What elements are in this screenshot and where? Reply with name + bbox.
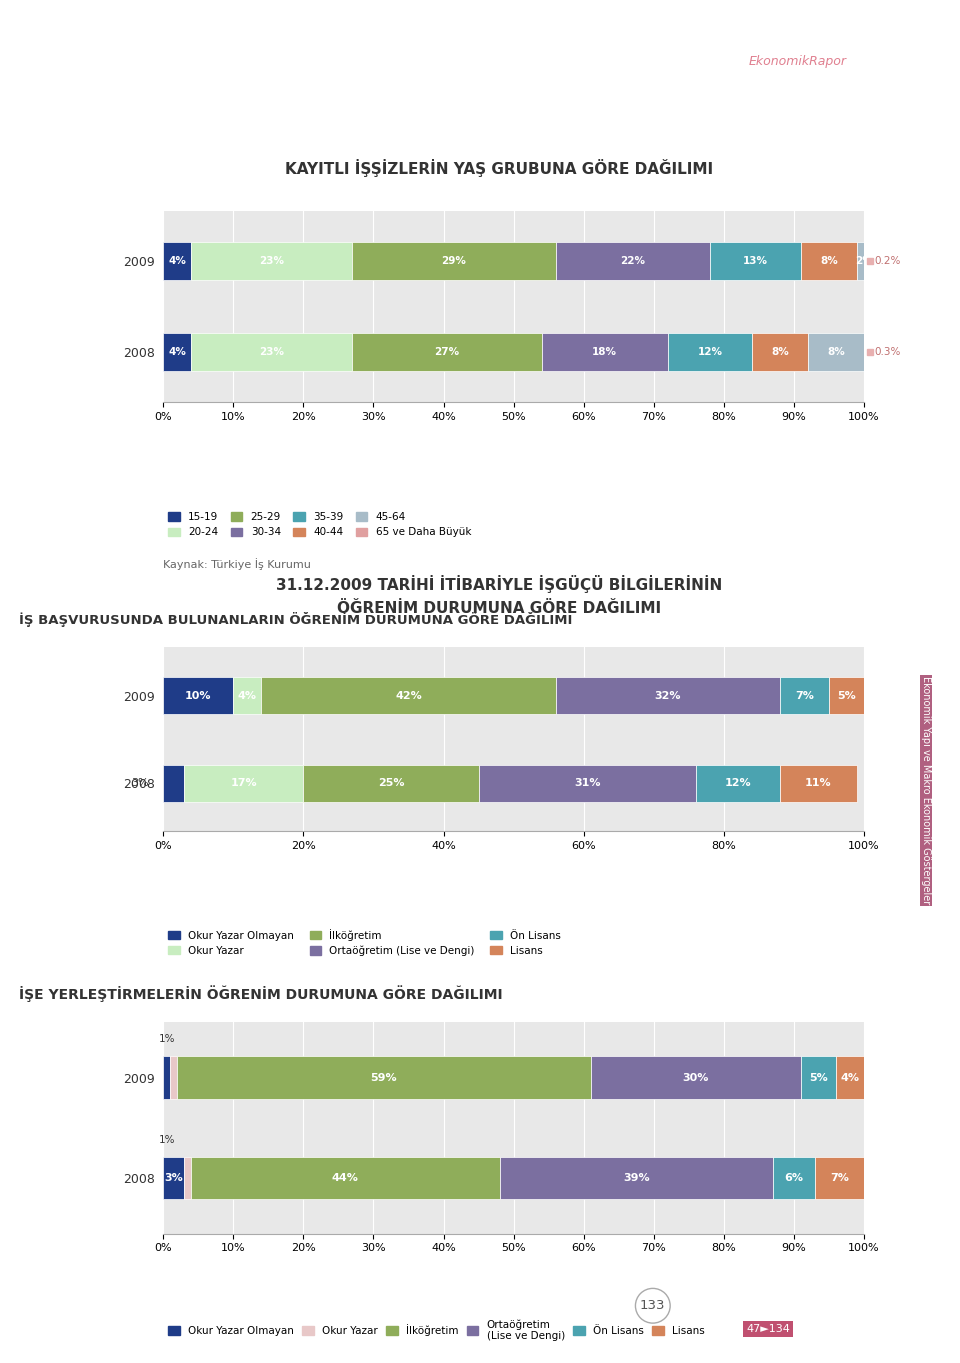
Text: 4%: 4% (168, 348, 186, 357)
Bar (696, 765, 780, 801)
Text: 25%: 25% (377, 778, 404, 788)
Text: 10%: 10% (185, 691, 211, 701)
Bar (864, 333, 866, 371)
Bar (773, 1157, 815, 1199)
Text: 0.3%: 0.3% (875, 348, 900, 357)
Bar (178, 1056, 590, 1099)
Text: 39%: 39% (623, 1174, 650, 1183)
Text: 12%: 12% (725, 778, 751, 788)
Bar (709, 243, 801, 281)
Text: İŞ BAŞVURUSUNDA BULUNANLARIN ÖĞRENİM DURUMUNA GÖRE DAĞILIMI: İŞ BAŞVURUSUNDA BULUNANLARIN ÖĞRENİM DUR… (19, 612, 572, 627)
Text: 8%: 8% (828, 348, 845, 357)
Bar (808, 333, 864, 371)
Bar (352, 243, 556, 281)
Text: 13%: 13% (743, 256, 768, 266)
Bar (184, 1157, 191, 1199)
Text: 47►134: 47►134 (746, 1323, 790, 1334)
Text: 4%: 4% (841, 1073, 859, 1082)
Text: 31.12.2009 TARİHİ İTİBARİYLE İŞGÜÇÜ BİLGİLERİNİN: 31.12.2009 TARİHİ İTİBARİYLE İŞGÜÇÜ BİLG… (276, 575, 722, 593)
Text: İŞE YERLEŞTİRMELERİN ÖĞRENİM DURUMUNA GÖRE DAĞILIMI: İŞE YERLEŞTİRMELERİN ÖĞRENİM DURUMUNA GÖ… (19, 985, 503, 1002)
Bar (163, 243, 191, 281)
Bar (191, 243, 352, 281)
Bar (836, 1056, 864, 1099)
Text: 31%: 31% (574, 778, 600, 788)
Text: ÖĞRENİM DURUMUNA GÖRE DAĞILIMI: ÖĞRENİM DURUMUNA GÖRE DAĞILIMI (337, 601, 661, 616)
Text: 22%: 22% (620, 256, 645, 266)
Text: 5%: 5% (809, 1073, 828, 1082)
Legend: 15-19, 20-24, 25-29, 30-34, 35-39, 40-44, 45-64, 65 ve Daha Büyük: 15-19, 20-24, 25-29, 30-34, 35-39, 40-44… (168, 512, 471, 537)
Bar (163, 677, 233, 714)
Bar (170, 1056, 178, 1099)
Text: 3%: 3% (164, 1174, 183, 1183)
Bar (556, 243, 709, 281)
Text: 7%: 7% (795, 691, 814, 701)
Text: 11%: 11% (805, 778, 831, 788)
Text: 23%: 23% (259, 348, 284, 357)
Text: 2%: 2% (855, 256, 873, 266)
Text: 133: 133 (640, 1299, 665, 1313)
Text: 27%: 27% (435, 348, 460, 357)
Text: EkonomikRapor: EkonomikRapor (749, 55, 847, 68)
Bar (184, 765, 303, 801)
Text: 23%: 23% (259, 256, 284, 266)
Bar (163, 1157, 184, 1199)
Bar (163, 1056, 170, 1099)
Text: 1%: 1% (158, 1135, 175, 1145)
Bar (871, 243, 873, 281)
Bar (191, 333, 352, 371)
Bar (303, 765, 478, 801)
Text: 0.2%: 0.2% (875, 256, 900, 266)
Text: 17%: 17% (230, 778, 257, 788)
Bar (261, 677, 556, 714)
Text: 8%: 8% (771, 348, 789, 357)
Text: 4%: 4% (238, 691, 256, 701)
Bar (541, 333, 668, 371)
Bar (479, 765, 696, 801)
Legend: Okur Yazar Olmayan, Okur Yazar, İlköğretim, Ortaöğretim
(Lise ve Dengi), Ön Lisa: Okur Yazar Olmayan, Okur Yazar, İlköğret… (168, 1319, 705, 1341)
Bar (780, 765, 857, 801)
Text: Kaynak: Türkiye İş Kurumu: Kaynak: Türkiye İş Kurumu (163, 559, 311, 571)
Text: 42%: 42% (396, 691, 421, 701)
Text: 6%: 6% (784, 1174, 804, 1183)
Bar (163, 333, 191, 371)
Bar (352, 333, 541, 371)
Text: 59%: 59% (371, 1073, 397, 1082)
Bar (191, 1157, 499, 1199)
Text: 8%: 8% (820, 256, 838, 266)
Text: 1%: 1% (158, 1035, 175, 1044)
Text: Ekonomik Yapı ve Makro Ekonomik Göstergeler: Ekonomik Yapı ve Makro Ekonomik Gösterge… (922, 676, 931, 905)
Bar (801, 1056, 836, 1099)
Text: 4%: 4% (168, 256, 186, 266)
Text: 3%: 3% (132, 778, 149, 788)
Text: 7%: 7% (830, 1174, 849, 1183)
Bar (590, 1056, 801, 1099)
Text: 12%: 12% (697, 348, 722, 357)
Bar (163, 765, 184, 801)
Legend: Okur Yazar Olmayan, Okur Yazar, İlköğretim, Ortaöğretim (Lise ve Dengi), Ön Lisa: Okur Yazar Olmayan, Okur Yazar, İlköğret… (168, 928, 562, 957)
Bar (752, 333, 808, 371)
Bar (829, 677, 864, 714)
Text: 44%: 44% (332, 1174, 359, 1183)
Text: 30%: 30% (683, 1073, 709, 1082)
Text: KAYITLI İŞŞİZLERİN YAŞ GRUBUNA GÖRE DAĞILIMI: KAYITLI İŞŞİZLERİN YAŞ GRUBUNA GÖRE DAĞI… (285, 159, 713, 177)
Bar (499, 1157, 773, 1199)
Text: 32%: 32% (655, 691, 681, 701)
Bar (556, 677, 780, 714)
Bar (801, 243, 857, 281)
Bar (780, 677, 829, 714)
Bar (233, 677, 261, 714)
Text: 18%: 18% (592, 348, 617, 357)
Text: 29%: 29% (442, 256, 467, 266)
Text: 5%: 5% (837, 691, 856, 701)
Bar (815, 1157, 864, 1199)
Bar (857, 243, 871, 281)
Bar (668, 333, 752, 371)
